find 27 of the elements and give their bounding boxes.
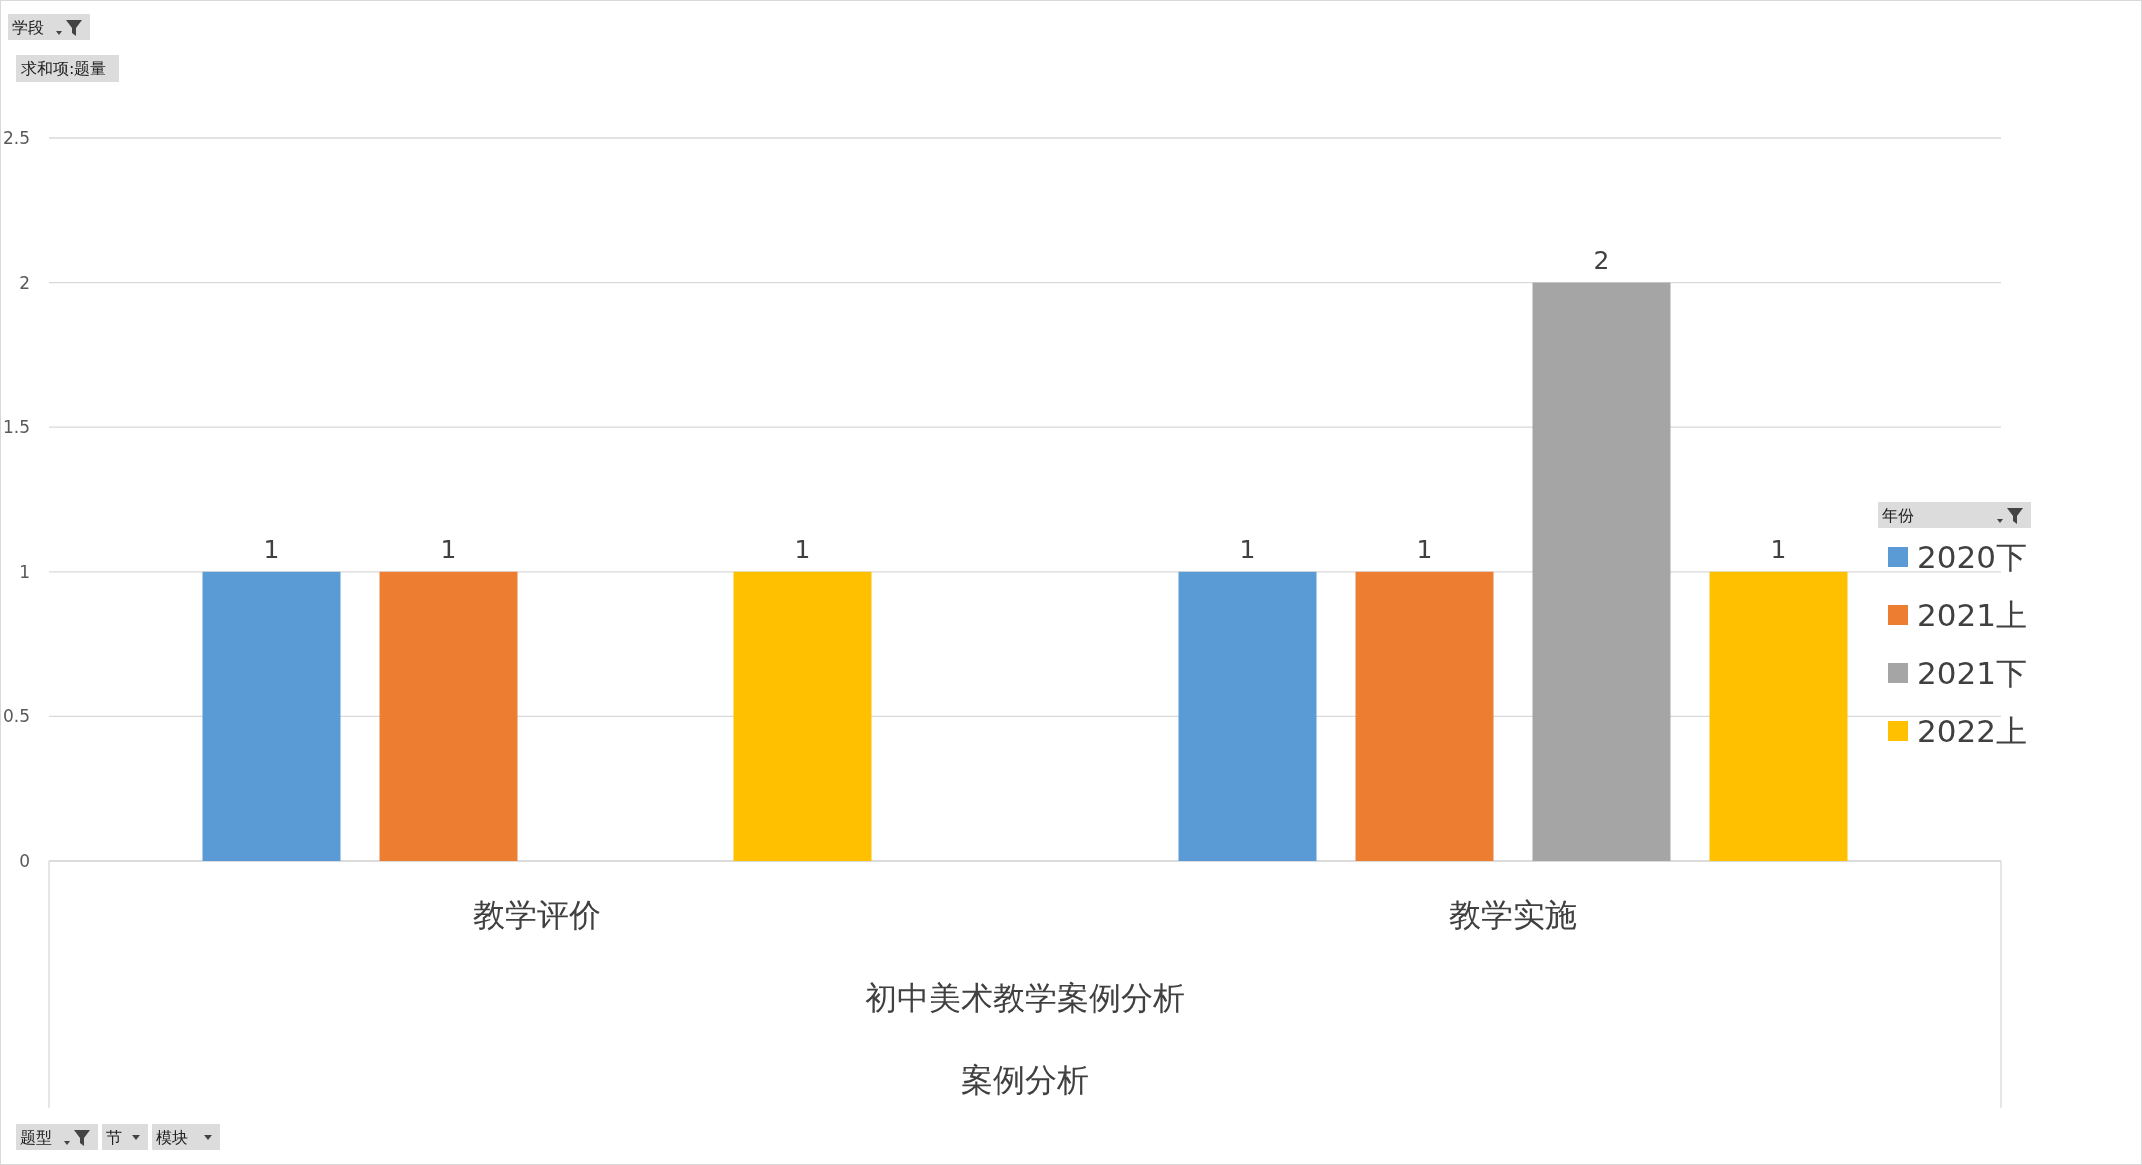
text: 学段 [12, 18, 44, 37]
text: 案例分析 [961, 1061, 1089, 1099]
y-tick-label: 1.5 [2, 417, 30, 438]
text: 求和项:题量 [21, 59, 107, 78]
data-label: 2 [1593, 245, 1610, 275]
data-label: 1 [440, 534, 457, 564]
data-label: 1 [794, 534, 811, 564]
text: 题型 [20, 1128, 52, 1147]
legend-label: 2021上 [1917, 597, 2027, 633]
legend-label: 2022上 [1917, 713, 2027, 749]
legend-label: 2020下 [1917, 539, 2027, 575]
legend-title: 年份 [1882, 506, 1914, 525]
y-tick-label: 2 [19, 272, 30, 293]
y-tick-label: 0 [19, 851, 30, 871]
data-label: 1 [263, 534, 280, 564]
data-label: 1 [1239, 534, 1256, 564]
legend-label: 2021下 [1917, 655, 2027, 691]
text: 模块 [156, 1128, 188, 1147]
text: 初中美术教学案例分析 [865, 979, 1185, 1017]
y-tick-label: 1 [19, 561, 30, 582]
x-tick-label: 教学实施 [1449, 896, 1577, 934]
y-tick-label: 2.5 [2, 128, 30, 148]
data-label: 1 [1416, 534, 1433, 564]
data-label: 1 [1770, 534, 1787, 564]
y-tick-label: 0.5 [2, 706, 30, 727]
text: 节 [106, 1128, 122, 1147]
x-tick-label: 教学评价 [473, 896, 601, 934]
